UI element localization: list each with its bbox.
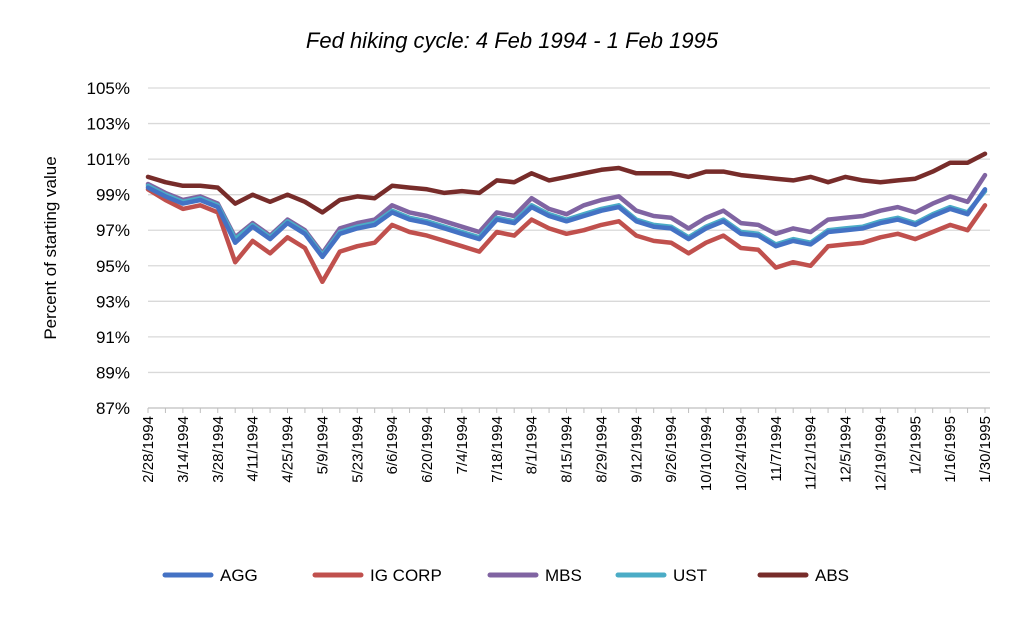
y-tick-label: 89% [96,363,130,382]
legend-item-agg: AGG [162,566,258,585]
x-tick-label: 8/29/1994 [593,416,610,483]
x-tick-label: 8/1/1994 [524,416,541,474]
x-tick-label: 9/26/1994 [663,416,680,483]
legend-label: IG CORP [370,566,442,585]
x-tick-labels: 2/28/1994 3/14/1994 3/28/1994 4/11/1994 4/25… [140,416,994,491]
y-axis-label: Percent of starting value [41,156,60,339]
legend-item-ust: UST [615,566,707,585]
legend: AGG IG CORP MBS UST ABS [162,566,849,585]
x-tick-label: 7/18/1994 [489,416,506,483]
x-tick-label: 1/16/1995 [942,416,959,483]
x-tick-label: 6/20/1994 [419,416,436,483]
x-tick-label: 3/28/1994 [210,416,227,483]
x-tick-label: 1/30/1995 [977,416,994,483]
legend-label: AGG [220,566,258,585]
chart-title: Fed hiking cycle: 4 Feb 1994 - 1 Feb 199… [306,28,719,53]
series-line-agg [145,185,988,260]
legend-label: UST [673,566,707,585]
legend-label: MBS [545,566,582,585]
series-line-ig-corp [145,187,988,285]
x-tick-label: 10/10/1994 [698,416,715,491]
y-tick-labels: 87% 89% 91% 93% 95% 97% 99% 101% 103% 105% [87,79,130,418]
x-tick-label: 4/11/1994 [245,416,262,482]
x-tick-label: 4/25/1994 [280,416,297,483]
x-tick-label: 3/14/1994 [175,416,192,483]
x-tick-label: 12/5/1994 [838,416,855,483]
x-tick-label: 12/19/1994 [872,416,889,491]
y-tick-label: 97% [96,221,130,240]
y-tick-label: 93% [96,292,130,311]
legend-label: ABS [815,566,849,585]
x-tick-label: 6/6/1994 [384,416,401,474]
legend-item-mbs: MBS [487,566,582,585]
x-tick-label: 2/28/1994 [140,416,157,483]
y-tick-label: 101% [87,150,130,169]
legend-item-ig-corp: IG CORP [312,566,442,585]
y-tick-label: 99% [96,186,130,205]
x-tick-label: 11/7/1994 [768,416,785,482]
y-tick-label: 103% [87,115,130,134]
x-tick-label: 11/21/1994 [803,416,820,490]
x-tick-label: 7/4/1994 [454,416,471,474]
series-line-abs [145,151,988,215]
x-tick-label: 10/24/1994 [733,416,750,491]
x-tick-label: 5/23/1994 [349,416,366,483]
y-tick-label: 91% [96,328,130,347]
x-tick-label: 9/12/1994 [628,416,645,483]
x-tick-label: 8/15/1994 [559,416,576,483]
legend-item-abs: ABS [757,566,849,585]
y-tick-label: 105% [87,79,130,98]
series-lines [145,151,988,285]
y-tick-label: 87% [96,399,130,418]
x-tick-label: 5/9/1994 [314,416,331,474]
x-tick-label: 1/2/1995 [907,416,924,474]
y-tick-label: 95% [96,257,130,276]
